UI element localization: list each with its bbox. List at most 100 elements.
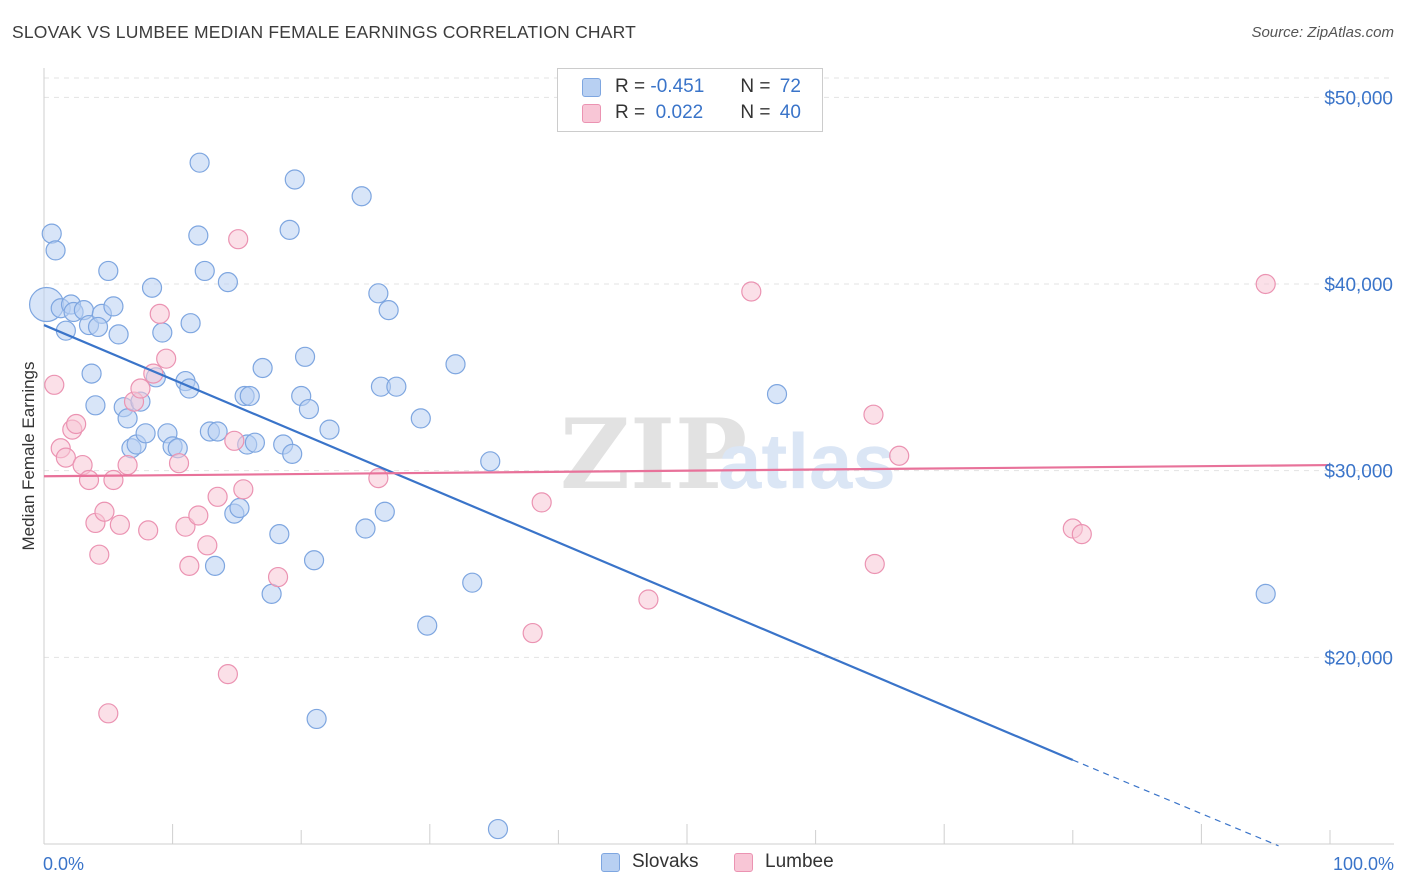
lumbee-point — [197, 535, 218, 556]
slovaks-point — [45, 240, 66, 261]
lumbee-point — [66, 413, 87, 435]
slovaks-point — [378, 300, 399, 321]
slovaks-point — [252, 357, 273, 379]
lumbee-point — [188, 505, 209, 526]
slovaks-point — [1255, 583, 1276, 604]
slovaks-point — [319, 419, 340, 440]
x-tick-label-max: 100.0% — [1333, 854, 1394, 874]
slovaks-legend-label: Slovaks — [632, 851, 699, 872]
lumbee-point — [224, 430, 245, 451]
slovaks-point — [298, 398, 320, 420]
chart-title: SLOVAK VS LUMBEE MEDIAN FEMALE EARNINGS … — [12, 22, 637, 42]
slovaks-point — [194, 260, 215, 282]
lumbee-point — [233, 479, 254, 500]
slovaks-point — [462, 572, 483, 593]
slovaks-point — [480, 451, 501, 472]
slovaks-point — [374, 501, 395, 522]
lumbee-point — [228, 229, 249, 250]
slovaks-point — [188, 225, 209, 246]
lumbee-point — [889, 445, 910, 466]
lumbee-point — [522, 622, 543, 644]
slovaks-point — [410, 408, 431, 429]
slovaks-point — [229, 497, 250, 519]
gridlines — [44, 77, 1394, 658]
slovaks-point — [487, 818, 509, 840]
lumbee-point — [89, 544, 110, 565]
legend-row-lumbee: R = 0.022 N = 40 — [582, 100, 801, 126]
y-tick-label: $30,000 — [1324, 462, 1393, 483]
slovaks-point — [282, 443, 303, 464]
lumbee-point — [78, 469, 100, 491]
lumbee-swatch — [582, 103, 601, 123]
lumbee-point — [130, 378, 151, 399]
legend-r-value: -0.451 — [650, 76, 705, 97]
slovaks-point — [355, 518, 376, 539]
slovaks-point — [294, 346, 316, 367]
slovaks-point — [244, 432, 266, 453]
lumbee-point — [864, 553, 885, 575]
bottom-legend-lumbee[interactable]: Lumbee — [734, 851, 834, 873]
lumbee-point — [638, 589, 659, 610]
slovaks-point — [135, 423, 156, 444]
lumbee-legend-label: Lumbee — [765, 851, 834, 872]
slovaks-point — [368, 283, 389, 304]
slovaks-point — [117, 408, 138, 429]
lumbee-point — [1255, 273, 1276, 295]
legend-n-value: 40 — [779, 102, 801, 123]
lumbee-point — [267, 566, 289, 588]
slovaks-point — [180, 313, 201, 334]
lumbee-point — [175, 516, 196, 537]
axes — [43, 68, 1394, 845]
slovaks-point — [279, 219, 300, 240]
slovaks-point — [204, 555, 226, 576]
watermark-zip: ZIP — [560, 398, 747, 511]
y-tick-label: $40,000 — [1324, 275, 1393, 296]
legend-n-label: N = — [740, 76, 771, 97]
y-tick-label: $20,000 — [1324, 648, 1393, 669]
slovaks-point — [141, 277, 163, 298]
slovaks-point — [108, 324, 129, 345]
slovaks-legend-swatch — [601, 852, 620, 872]
lumbee-point — [44, 374, 65, 395]
trend-lines — [43, 324, 1331, 847]
slovaks-point — [386, 376, 407, 397]
slovaks-trend-line — [43, 324, 1074, 762]
lumbee-point — [217, 664, 238, 685]
lumbee-point — [103, 469, 124, 491]
lumbee-point — [531, 492, 552, 513]
lumbee-trend-line — [43, 463, 1331, 478]
lumbee-point — [109, 514, 130, 535]
lumbee-point — [179, 555, 200, 576]
y-tick-label: $50,000 — [1324, 88, 1393, 109]
slovaks-trend-extension — [1072, 759, 1279, 847]
slovaks-point — [152, 322, 173, 343]
lumbee-point — [149, 303, 170, 324]
lumbee-point — [98, 703, 119, 724]
slovaks-point — [85, 395, 106, 416]
bottom-legend-slovaks[interactable]: Slovaks — [601, 851, 699, 873]
lumbee-point — [207, 486, 228, 507]
y-tick-labels: $20,000 $30,000 $40,000 $50,000 — [1324, 88, 1393, 669]
lumbee-points — [44, 229, 1276, 724]
lumbee-point — [138, 520, 159, 541]
lumbee-point — [55, 447, 76, 468]
x-tick-label-min: 0.0% — [43, 854, 84, 874]
slovaks-point — [41, 223, 62, 244]
lumbee-point — [156, 348, 177, 369]
slovaks-point — [445, 354, 466, 375]
slovaks-point — [306, 708, 327, 730]
legend-n-value: 72 — [779, 76, 801, 97]
lumbee-legend-swatch — [734, 852, 753, 872]
correlation-legend: R = -0.451 N = 72 R = 0.022 N = 40 — [557, 68, 823, 132]
legend-row-slovaks: R = -0.451 N = 72 — [582, 74, 801, 100]
slovaks-point — [217, 272, 238, 293]
lumbee-point — [741, 281, 762, 302]
source-credit: Source: ZipAtlas.com — [1251, 24, 1394, 41]
slovaks-point — [81, 363, 102, 384]
slovaks-point — [98, 260, 119, 282]
slovaks-point — [261, 583, 282, 604]
lumbee-point — [863, 404, 884, 425]
legend-r-label: R = — [615, 102, 646, 123]
lumbee-point — [117, 454, 138, 476]
